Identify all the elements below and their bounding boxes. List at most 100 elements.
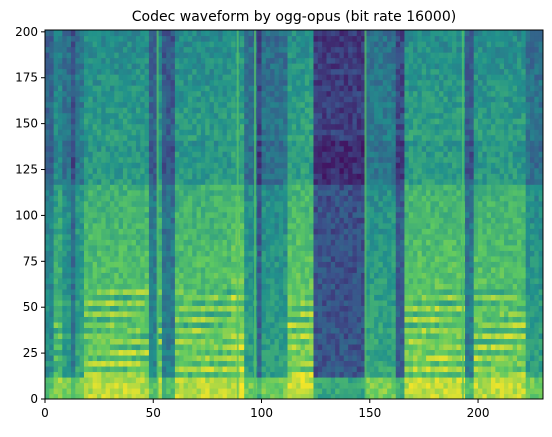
heatmap-cell <box>196 321 202 329</box>
heatmap-cell <box>309 206 315 213</box>
heatmap-cell <box>218 74 224 81</box>
heatmap-cell <box>270 343 276 351</box>
heatmap-cell <box>291 200 297 207</box>
heatmap-cell <box>335 272 341 279</box>
heatmap-cell <box>244 222 250 229</box>
heatmap-cell <box>339 360 345 367</box>
heatmap-cell <box>361 52 367 59</box>
heatmap-cell <box>326 266 332 273</box>
heatmap-cell <box>270 52 276 59</box>
heatmap-cell <box>296 233 302 240</box>
heatmap-cell <box>57 184 63 191</box>
heatmap-cell <box>70 123 76 130</box>
heatmap-cell <box>57 96 63 103</box>
heatmap-cell <box>96 228 102 235</box>
heatmap-cell <box>161 123 167 130</box>
heatmap-cell <box>257 189 263 196</box>
heatmap-cell <box>83 349 89 356</box>
heatmap-cell <box>79 316 85 323</box>
heatmap-cell <box>79 310 85 317</box>
heatmap-cell <box>174 90 180 97</box>
heatmap-cell <box>270 46 276 53</box>
heatmap-cell <box>300 228 306 235</box>
heatmap-cell <box>122 321 128 329</box>
heatmap-cell <box>62 41 68 48</box>
heatmap-cell <box>361 365 367 373</box>
heatmap-cell <box>205 305 211 312</box>
heatmap-cell <box>222 200 228 207</box>
heatmap-cell <box>348 90 354 97</box>
heatmap-cell <box>257 343 263 351</box>
heatmap-cell <box>53 41 59 48</box>
heatmap-cell <box>118 211 124 218</box>
heatmap-cell <box>291 30 297 37</box>
heatmap-cell <box>153 85 159 92</box>
heatmap-cell <box>296 206 302 213</box>
heatmap-cell <box>135 338 141 345</box>
heatmap-cell <box>339 79 345 86</box>
heatmap-cell <box>335 35 341 42</box>
heatmap-cell <box>248 35 254 42</box>
heatmap-cell <box>49 206 55 213</box>
heatmap-cell <box>157 63 163 70</box>
heatmap-cell <box>322 244 328 251</box>
heatmap-cell <box>287 129 293 136</box>
heatmap-cell <box>218 145 224 152</box>
heatmap-cell <box>153 123 159 130</box>
heatmap-cell <box>330 57 336 64</box>
heatmap-cell <box>261 145 267 152</box>
heatmap-cell <box>356 173 362 180</box>
heatmap-cell <box>309 310 315 317</box>
heatmap-cell <box>248 145 254 152</box>
heatmap-cell <box>135 327 141 334</box>
heatmap-cell <box>330 200 336 207</box>
heatmap-cell <box>62 360 68 367</box>
heatmap-cell <box>200 228 206 235</box>
heatmap-cell <box>140 140 146 147</box>
heatmap-cell <box>296 35 302 42</box>
heatmap-cell <box>339 266 345 273</box>
heatmap-cell <box>187 41 193 48</box>
heatmap-cell <box>148 178 154 185</box>
heatmap-cell <box>283 96 289 103</box>
heatmap-cell <box>209 376 215 384</box>
heatmap-cell <box>278 189 284 196</box>
heatmap-cell <box>218 316 224 323</box>
heatmap-cell <box>148 57 154 64</box>
heatmap-cell <box>70 365 76 373</box>
heatmap-cell <box>270 35 276 42</box>
heatmap-cell <box>131 266 137 273</box>
heatmap-cell <box>174 305 180 312</box>
heatmap-cell <box>174 101 180 108</box>
heatmap-cell <box>96 123 102 130</box>
heatmap-cell <box>92 140 98 147</box>
heatmap-cell <box>213 321 219 329</box>
heatmap-cell <box>339 272 345 279</box>
heatmap-cell <box>348 129 354 136</box>
heatmap-cell <box>192 283 198 290</box>
heatmap-cell <box>88 184 94 191</box>
heatmap-cell <box>192 294 198 301</box>
heatmap-cell <box>174 255 180 262</box>
heatmap-cell <box>62 283 68 290</box>
heatmap-cell <box>261 277 267 284</box>
heatmap-cell <box>226 327 232 334</box>
heatmap-cell <box>135 365 141 373</box>
heatmap-cell <box>300 90 306 97</box>
heatmap-cell <box>239 294 245 301</box>
heatmap-cell <box>166 46 172 53</box>
heatmap-cell <box>231 382 237 389</box>
heatmap-cell <box>53 74 59 81</box>
heatmap-cell <box>343 184 349 191</box>
heatmap-cell <box>49 393 55 399</box>
heatmap-cell <box>122 68 128 75</box>
heatmap-cell <box>200 41 206 48</box>
heatmap-cell <box>261 189 267 196</box>
heatmap-cell <box>66 68 72 75</box>
heatmap-cell <box>192 244 198 251</box>
heatmap-cell <box>66 57 72 64</box>
heatmap-cell <box>274 332 280 340</box>
heatmap-cell <box>75 167 81 174</box>
heatmap-cell <box>322 272 328 279</box>
heatmap-cell <box>213 217 219 224</box>
